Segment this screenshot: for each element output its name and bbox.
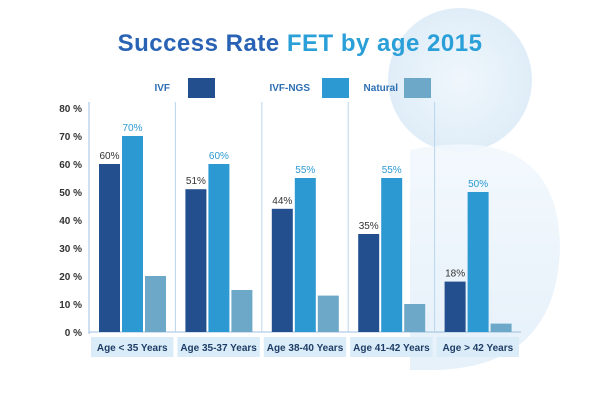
- bar-natural: [145, 276, 166, 332]
- category-label-bg: [436, 337, 519, 357]
- bar-ivf-ngs: [122, 136, 143, 332]
- category-label-bg: [91, 337, 174, 357]
- bar-natural: [490, 323, 512, 332]
- y-tick-label: 40 %: [59, 216, 82, 227]
- category-label-bg: [177, 337, 260, 357]
- category-label-bg: [350, 337, 433, 357]
- legend-swatch-ivf-ngs: [322, 78, 349, 98]
- data-label: 60%: [99, 151, 119, 162]
- y-tick-label: 20 %: [59, 272, 82, 283]
- chart-title: Success Rate FET by age 2015: [0, 30, 600, 58]
- bar-ivf-ngs: [294, 178, 316, 332]
- bar-ivf-ngs: [208, 164, 230, 332]
- data-label: 35%: [359, 221, 379, 232]
- data-label: 50%: [468, 179, 488, 190]
- data-label: 51%: [186, 176, 206, 187]
- bar-ivf: [99, 164, 120, 332]
- legend-label-natural: Natural: [363, 83, 398, 94]
- data-label: 60%: [209, 151, 229, 162]
- data-label: 55%: [382, 165, 402, 176]
- bar-ivf-ngs: [467, 192, 489, 332]
- y-tick-label: 80 %: [59, 104, 82, 115]
- bar-natural: [404, 304, 426, 332]
- category-label: Age 35-37 Years: [180, 343, 257, 354]
- legend-swatch-ivf: [188, 78, 215, 98]
- bar-natural: [317, 295, 339, 332]
- category-label: Age > 42 Years: [442, 343, 513, 354]
- y-tick-label: 60 %: [59, 160, 82, 171]
- data-label: 44%: [272, 196, 292, 207]
- data-label: 55%: [295, 165, 315, 176]
- y-tick-label: 50 %: [59, 188, 82, 199]
- y-tick-label: 10 %: [59, 300, 82, 311]
- legend-swatch-natural: [404, 78, 431, 98]
- title-part2: FET by age 2015: [286, 30, 483, 57]
- bar-ivf: [271, 208, 293, 332]
- y-tick-label: 30 %: [59, 244, 82, 255]
- y-tick-label: 70 %: [59, 132, 82, 143]
- bar-natural: [231, 290, 253, 332]
- bar-ivf: [185, 189, 207, 332]
- category-label: Age 38-40 Years: [267, 343, 344, 354]
- data-label: 70%: [122, 123, 142, 134]
- legend-label-ivf: IVF: [154, 83, 170, 94]
- legend: IVF IVF-NGS Natural: [0, 78, 600, 102]
- bar-ivf: [358, 234, 380, 332]
- category-label: Age 41-42 Years: [353, 343, 430, 354]
- legend-label-ivf-ngs: IVF-NGS: [269, 83, 310, 94]
- bar-ivf: [444, 281, 466, 332]
- bar-ivf-ngs: [381, 178, 403, 332]
- data-label: 18%: [445, 269, 465, 280]
- y-tick-label: 0 %: [65, 328, 82, 339]
- category-label: Age < 35 Years: [97, 343, 168, 354]
- category-label-bg: [263, 337, 347, 357]
- title-part1: Success Rate: [117, 30, 280, 57]
